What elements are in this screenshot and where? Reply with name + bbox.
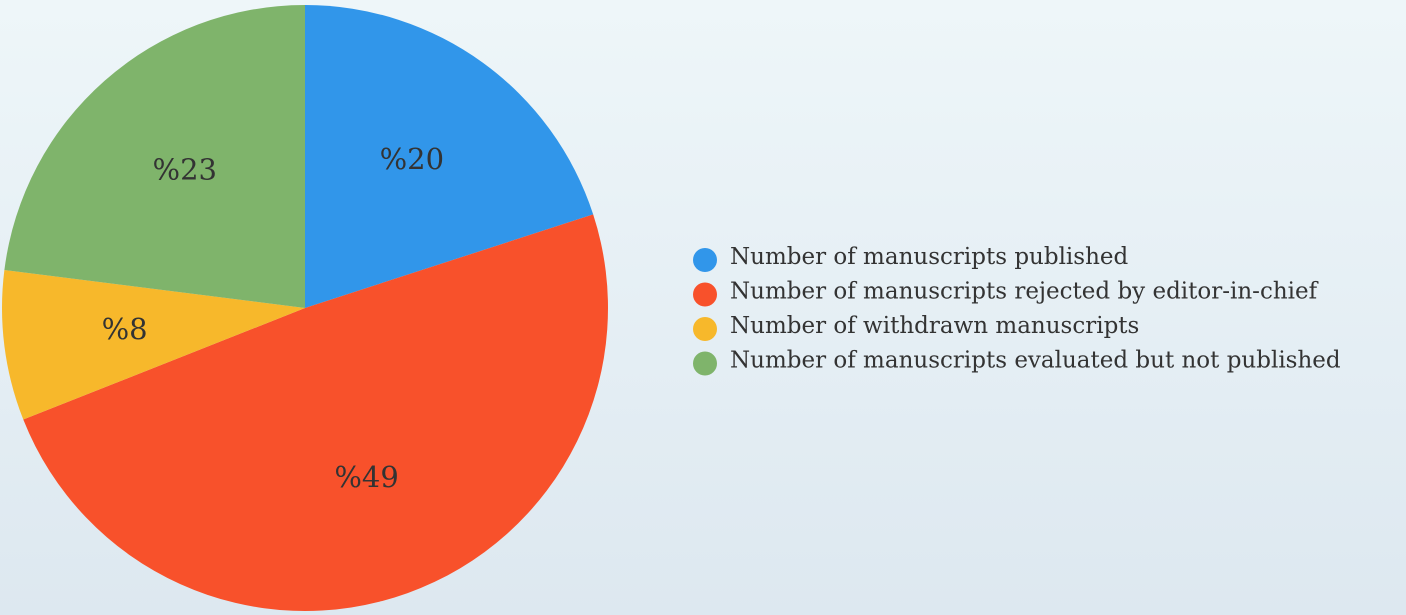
legend-text: Number of manuscripts evaluated but not …: [730, 348, 1341, 374]
legend-marker: [693, 317, 717, 341]
slice-label: %20: [380, 142, 444, 176]
legend-marker: [693, 248, 717, 272]
slice-label: %49: [334, 460, 398, 494]
legend-marker: [693, 351, 717, 376]
slice-label: %23: [153, 153, 217, 187]
legend-text: Number of withdrawn manuscripts: [730, 313, 1139, 339]
legend-marker: [693, 282, 717, 307]
legend-text: Number of manuscripts published: [730, 244, 1129, 270]
pie-slice: [23, 214, 609, 612]
pie-slice: [4, 5, 305, 308]
pie-slice: [305, 5, 594, 308]
slice-label: %8: [102, 312, 148, 346]
pie-slice: [1, 270, 305, 420]
legend-text: Number of manuscripts rejected by editor…: [730, 279, 1319, 305]
